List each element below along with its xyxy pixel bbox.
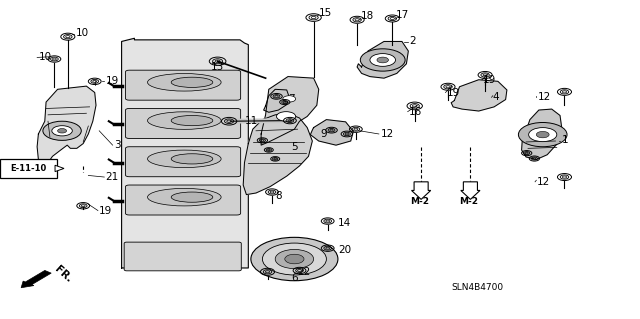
Text: 20: 20 (338, 245, 351, 256)
Polygon shape (451, 80, 507, 111)
Text: 17: 17 (396, 10, 409, 20)
Text: 11: 11 (244, 116, 258, 126)
Ellipse shape (147, 73, 221, 91)
Polygon shape (522, 109, 562, 160)
Circle shape (275, 249, 314, 269)
Text: FR.: FR. (52, 264, 74, 285)
Text: 12: 12 (536, 177, 550, 187)
FancyBboxPatch shape (125, 147, 241, 177)
Text: SLN4B4700: SLN4B4700 (451, 283, 503, 292)
Text: 10: 10 (76, 28, 89, 39)
Text: 1: 1 (562, 135, 568, 145)
Circle shape (52, 126, 72, 136)
Polygon shape (357, 41, 408, 78)
Text: 19: 19 (483, 75, 497, 85)
FancyBboxPatch shape (125, 70, 241, 100)
Circle shape (251, 237, 338, 281)
Circle shape (58, 129, 67, 133)
FancyArrow shape (21, 271, 51, 288)
FancyArrow shape (461, 182, 480, 199)
Ellipse shape (147, 150, 221, 168)
Text: 12: 12 (538, 92, 551, 102)
Text: 10: 10 (38, 52, 52, 63)
Text: 12: 12 (381, 129, 394, 139)
Polygon shape (55, 165, 64, 172)
Ellipse shape (172, 77, 212, 87)
Circle shape (43, 121, 81, 140)
Polygon shape (310, 120, 353, 145)
Ellipse shape (147, 188, 221, 206)
Text: E-11-10: E-11-10 (10, 164, 46, 173)
Circle shape (370, 54, 396, 66)
Text: 22: 22 (298, 267, 311, 277)
Text: 19: 19 (99, 205, 113, 216)
Text: 18: 18 (360, 11, 374, 21)
FancyBboxPatch shape (125, 108, 241, 138)
Text: 13: 13 (211, 62, 225, 72)
Text: 21: 21 (106, 172, 119, 182)
FancyArrow shape (412, 182, 431, 199)
Circle shape (360, 49, 405, 71)
Text: M-2: M-2 (459, 197, 478, 206)
FancyBboxPatch shape (124, 242, 241, 271)
Text: 14: 14 (338, 218, 351, 228)
Text: 8: 8 (275, 191, 282, 201)
Circle shape (276, 112, 296, 121)
Circle shape (529, 128, 557, 142)
Circle shape (518, 122, 567, 147)
Circle shape (377, 57, 388, 63)
Circle shape (285, 254, 304, 264)
Text: M-2: M-2 (410, 197, 429, 206)
Circle shape (536, 131, 549, 138)
Text: 7: 7 (288, 94, 294, 104)
Text: 2: 2 (410, 36, 416, 47)
Polygon shape (243, 113, 312, 195)
Text: 5: 5 (291, 142, 298, 152)
FancyBboxPatch shape (125, 185, 241, 215)
Text: 9: 9 (320, 129, 326, 139)
Text: 6: 6 (291, 272, 298, 283)
Text: 15: 15 (319, 8, 332, 18)
Ellipse shape (147, 112, 221, 130)
FancyBboxPatch shape (0, 159, 57, 178)
Polygon shape (264, 89, 289, 112)
Text: 4: 4 (493, 92, 499, 102)
Polygon shape (37, 86, 96, 163)
Text: 19: 19 (106, 76, 119, 86)
Text: 19: 19 (447, 87, 460, 98)
Polygon shape (122, 38, 248, 268)
Ellipse shape (172, 192, 212, 202)
Circle shape (283, 96, 296, 102)
Polygon shape (261, 77, 319, 145)
Ellipse shape (172, 154, 212, 164)
Text: 3: 3 (114, 140, 120, 150)
Ellipse shape (172, 115, 212, 126)
Text: 16: 16 (408, 107, 422, 117)
Circle shape (262, 243, 326, 275)
